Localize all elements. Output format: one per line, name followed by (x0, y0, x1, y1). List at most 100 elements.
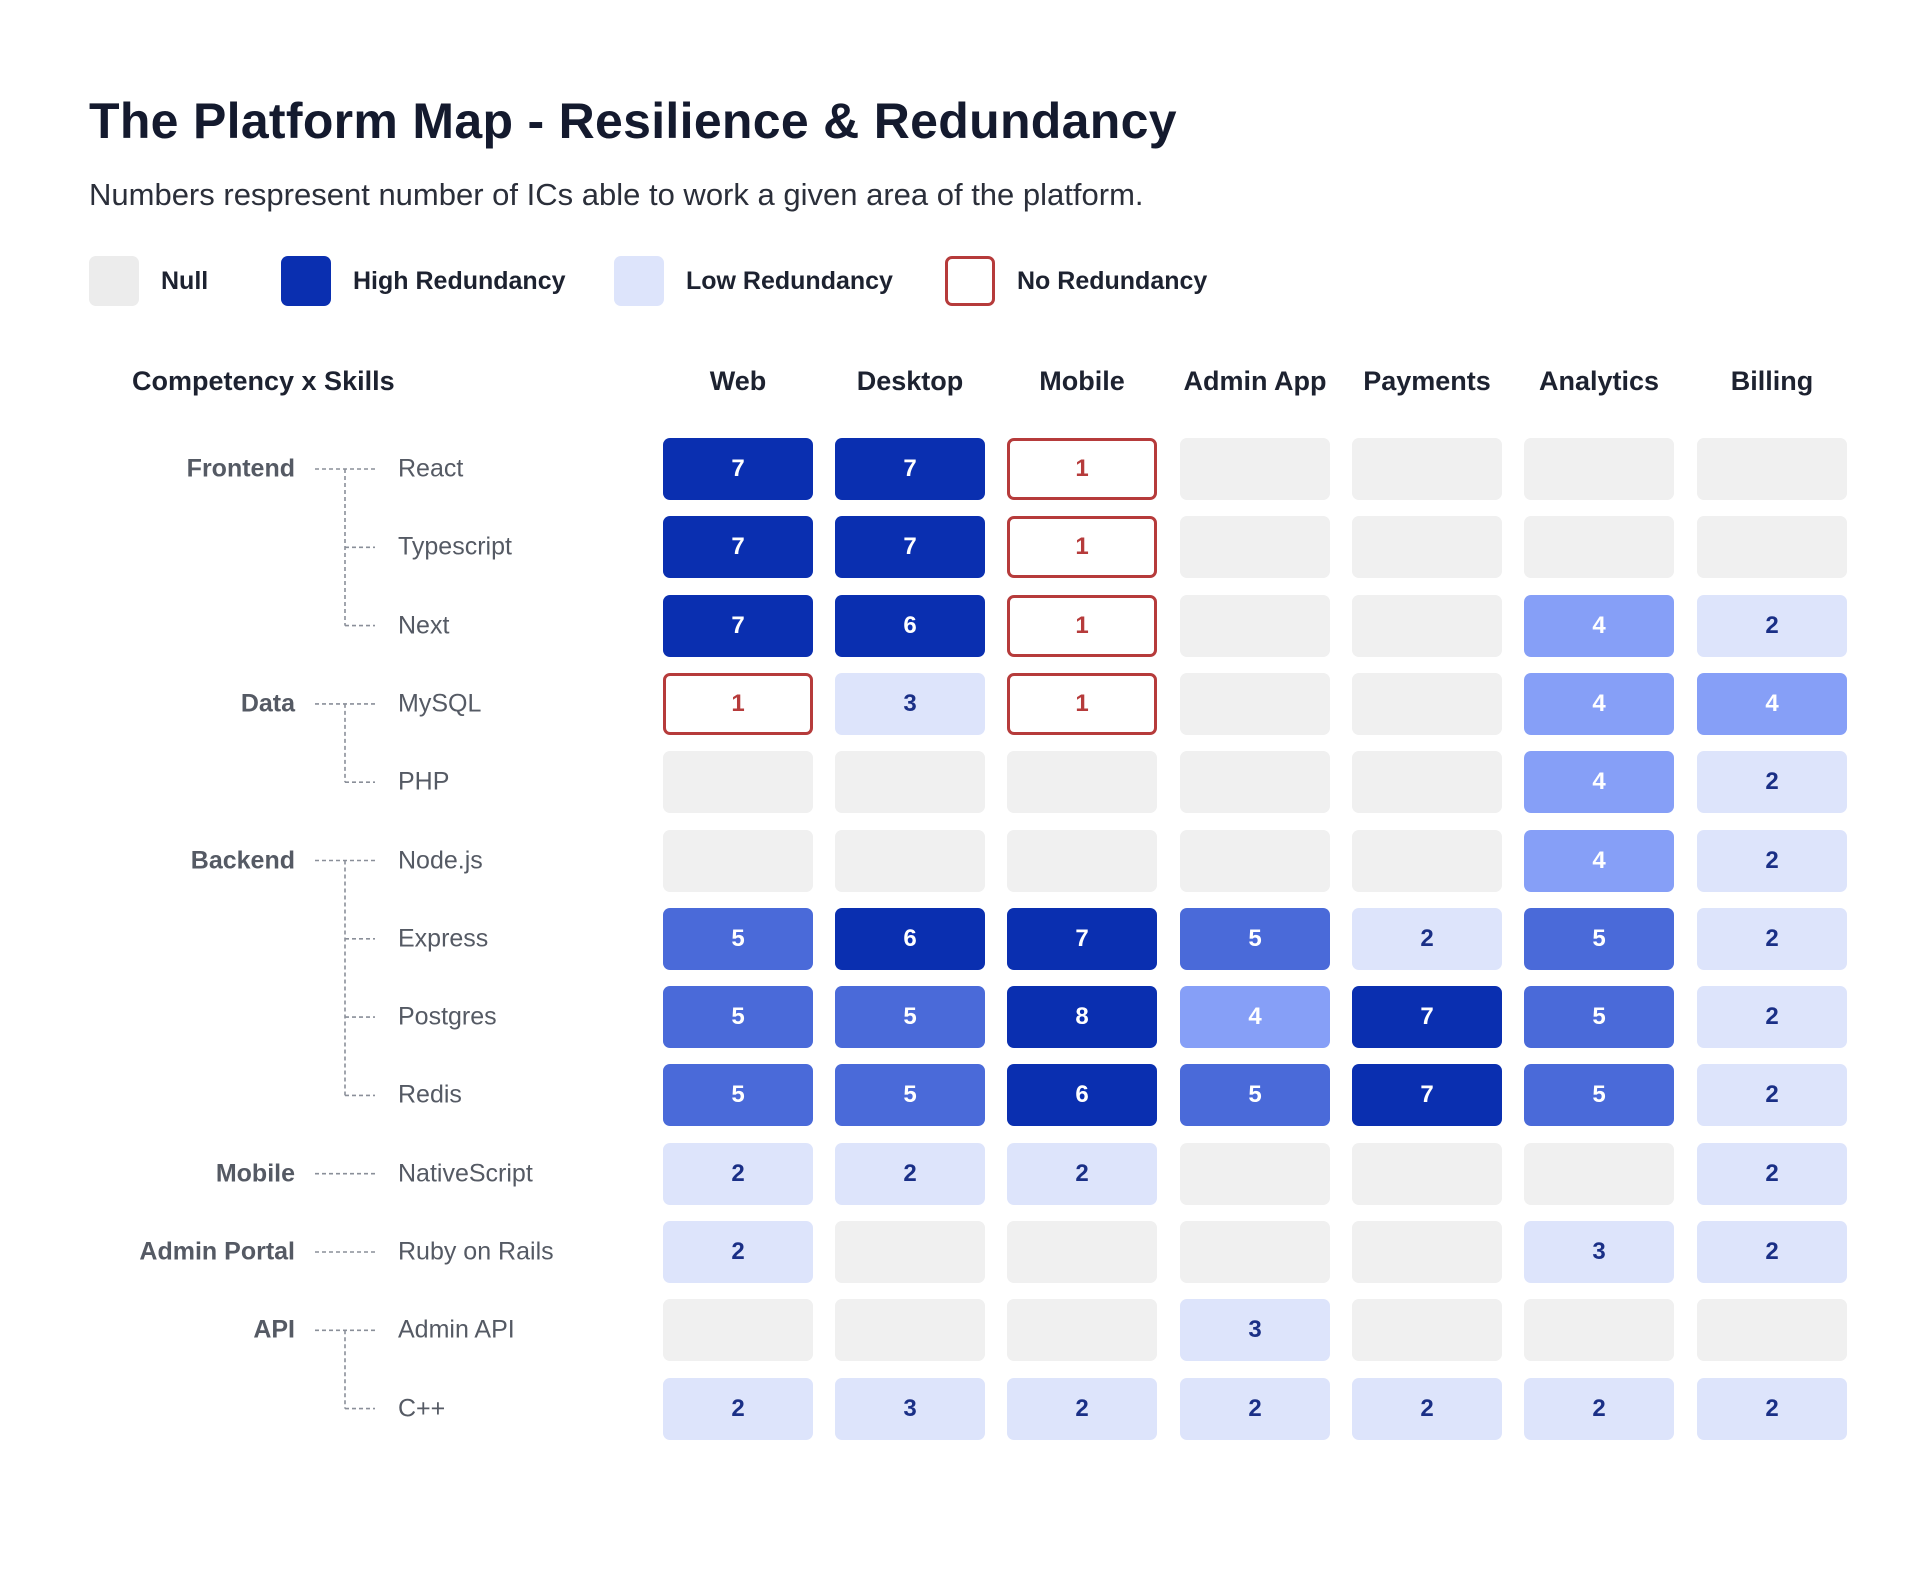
heatmap-cell: 1 (1007, 516, 1157, 579)
heatmap-cell (663, 751, 813, 814)
heatmap-cell: 7 (1352, 1064, 1502, 1127)
heatmap-cell: 1 (663, 672, 813, 735)
heatmap-cell: 7 (835, 516, 985, 579)
heatmap-cell: 2 (1352, 1377, 1502, 1440)
heatmap-cell (1352, 1142, 1502, 1205)
heatmap-cell: 5 (663, 1064, 813, 1127)
heatmap-cell (1697, 1299, 1847, 1362)
heatmap-cell: 2 (663, 1377, 813, 1440)
heatmap-cell: 2 (1697, 1064, 1847, 1127)
heatmap-cell (1524, 438, 1674, 500)
heatmap-cell: 2 (663, 1142, 813, 1205)
heatmap-cell: 4 (1697, 672, 1847, 735)
skill-label: MySQL (398, 689, 482, 718)
legend-swatch (89, 256, 139, 306)
heatmap-cell: 3 (835, 672, 985, 735)
legend-swatch (614, 256, 664, 306)
column-header: Payments (1363, 366, 1491, 396)
group-label: Backend (190, 846, 295, 874)
heatmap-cell: 3 (835, 1377, 985, 1440)
heatmap-cell (1007, 1299, 1157, 1362)
heatmap-cell (663, 829, 813, 892)
heatmap-cell: 7 (663, 438, 813, 500)
column-header: Desktop (856, 366, 964, 396)
heatmap-cell: 1 (1007, 672, 1157, 735)
legend-item: High Redundancy (281, 255, 566, 307)
heatmap-cell (1007, 829, 1157, 892)
heatmap-cell (1180, 751, 1330, 814)
heatmap-cell: 7 (663, 516, 813, 579)
heatmap-cell (1697, 438, 1847, 500)
heatmap-cell: 3 (1180, 1299, 1330, 1362)
legend-label: High Redundancy (353, 266, 566, 295)
group-label: Mobile (215, 1159, 295, 1188)
skill-label: C++ (398, 1394, 446, 1423)
heatmap-cell: 5 (835, 1064, 985, 1127)
heatmap-cell: 4 (1524, 829, 1674, 892)
heatmap-cell (1524, 516, 1674, 579)
legend-swatch (281, 256, 331, 306)
heatmap-cell (1352, 438, 1502, 500)
heatmap-cell (1352, 829, 1502, 892)
heatmap-cell: 2 (1697, 1142, 1847, 1205)
corner-label: Competency x Skills (132, 366, 395, 396)
heatmap-cell: 5 (1180, 907, 1330, 970)
legend: Null High Redundancy Low Redundancy No Redu… (89, 255, 1889, 307)
heatmap-cell (835, 1299, 985, 1362)
heatmap-cell: 2 (663, 1221, 813, 1283)
column-header: Mobile (1039, 366, 1125, 396)
heatmap-cell: 2 (1007, 1377, 1157, 1440)
heatmap-cell (1352, 1221, 1502, 1283)
heatmap-cell: 6 (1007, 1064, 1157, 1127)
heatmap-cell (1180, 672, 1330, 735)
heatmap-cell (1352, 751, 1502, 814)
heatmap-cell: 2 (1697, 1377, 1847, 1440)
skill-label: React (398, 454, 464, 483)
heatmap-cell (1180, 1221, 1330, 1283)
heatmap-cell (1180, 516, 1330, 579)
heatmap-cell (1180, 594, 1330, 657)
heatmap-cell: 7 (1352, 986, 1502, 1049)
page-title: The Platform Map - Resilience & Redundan… (89, 93, 1177, 149)
skill-label: Ruby on Rails (398, 1237, 554, 1266)
group-label: API (253, 1315, 295, 1344)
skill-label: Typescript (398, 532, 512, 561)
skill-label: Postgres (398, 1002, 497, 1031)
heatmap-cell (1352, 516, 1502, 579)
heatmap-cell: 2 (1697, 751, 1847, 814)
heatmap-cell: 4 (1180, 986, 1330, 1049)
column-header: Analytics (1538, 366, 1660, 396)
heatmap-cell: 4 (1524, 672, 1674, 735)
group-label: Data (240, 689, 295, 718)
heatmap-cell: 2 (1697, 907, 1847, 970)
heatmap-cell: 2 (1180, 1377, 1330, 1440)
heatmap-cell: 1 (1007, 438, 1157, 500)
heatmap-cell: 2 (1697, 986, 1847, 1049)
heatmap-cell (1180, 1142, 1330, 1205)
column-header: Billing (1730, 366, 1814, 396)
skill-label: Express (398, 924, 489, 953)
heatmap-cell (663, 1299, 813, 1362)
heatmap-cell: 8 (1007, 986, 1157, 1049)
heatmap-cell: 2 (1697, 1221, 1847, 1283)
column-header: Web (709, 366, 767, 396)
skill-label: Next (398, 611, 450, 640)
heatmap-cell: 5 (1180, 1064, 1330, 1127)
column-header: Admin App (1183, 366, 1327, 396)
heatmap-cell: 2 (1352, 907, 1502, 970)
heatmap-cell (1697, 516, 1847, 579)
heatmap-cell: 6 (835, 594, 985, 657)
heatmap-cell (835, 829, 985, 892)
heatmap-cell: 5 (1524, 907, 1674, 970)
heatmap-cell: 7 (663, 594, 813, 657)
skill-label: Redis (398, 1080, 462, 1109)
legend-label: Null (161, 266, 209, 295)
heatmap-cell (1180, 829, 1330, 892)
heatmap-cell: 6 (835, 907, 985, 970)
legend-item: No Redundancy (945, 255, 1207, 307)
heatmap-cell: 5 (663, 907, 813, 970)
legend-label: Low Redundancy (686, 266, 893, 295)
legend-label: No Redundancy (1017, 266, 1208, 295)
heatmap-cell (1524, 1299, 1674, 1362)
